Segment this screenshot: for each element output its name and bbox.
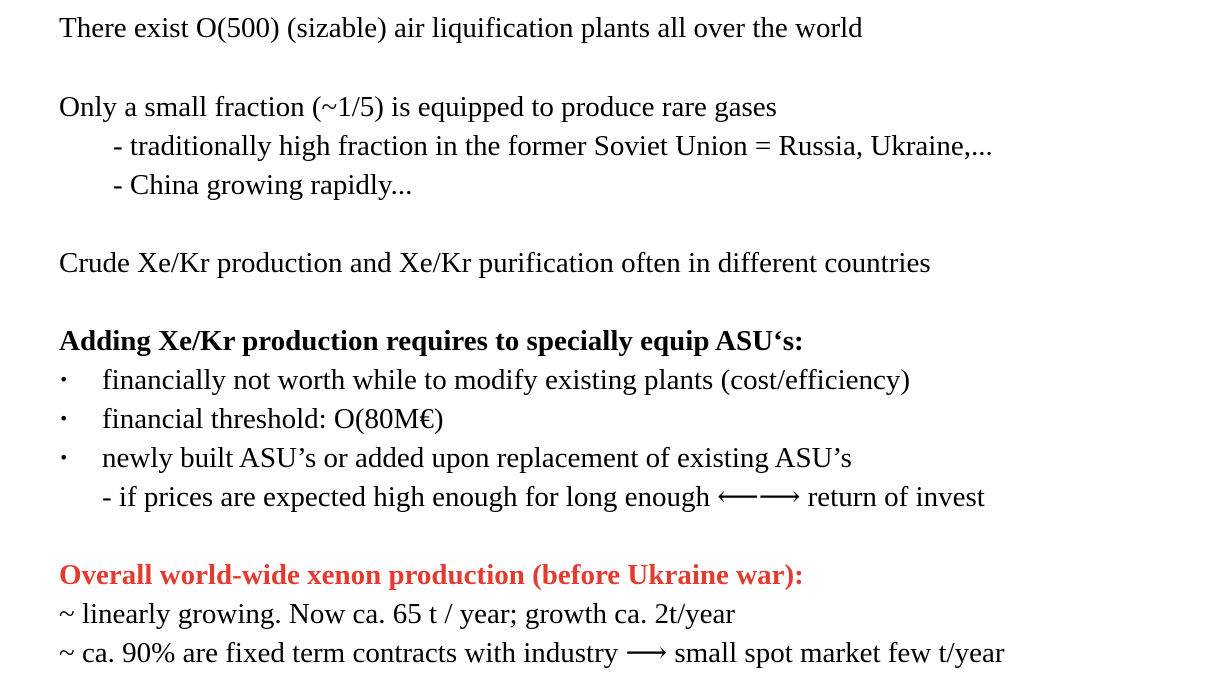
text-subline-prices: - if prices are expected high enough for… bbox=[102, 481, 985, 513]
section-heading-xenon-production: Overall world-wide xenon production (bef… bbox=[59, 559, 804, 591]
text-subline-soviet-union: - traditionally high fraction in the for… bbox=[113, 130, 993, 162]
text-line-rare-gas-fraction: Only a small fraction (~1/5) is equipped… bbox=[59, 91, 777, 123]
bullet-icon: • bbox=[59, 409, 69, 428]
text-line-linear-growth: ~ linearly growing. Now ca. 65 t / year;… bbox=[59, 598, 736, 630]
section-heading-adding-production: Adding Xe/Kr production requires to spec… bbox=[59, 325, 804, 357]
text-line-fixed-contracts: ~ ca. 90% are fixed term contracts with … bbox=[59, 637, 1005, 669]
bullet-icon: • bbox=[59, 370, 69, 389]
text-subline-china: - China growing rapidly... bbox=[113, 169, 413, 201]
text-line-plants-count: There exist O(500) (sizable) air liquifi… bbox=[59, 12, 863, 44]
bullet-item-financially-not-worth: financially not worth while to modify ex… bbox=[102, 364, 911, 396]
bullet-item-newly-built: newly built ASU’s or added upon replacem… bbox=[102, 442, 852, 474]
text-line-crude-production: Crude Xe/Kr production and Xe/Kr purific… bbox=[59, 247, 931, 279]
bullet-icon: • bbox=[59, 448, 69, 467]
bullet-item-financial-threshold: financial threshold: O(80M€) bbox=[102, 403, 444, 435]
